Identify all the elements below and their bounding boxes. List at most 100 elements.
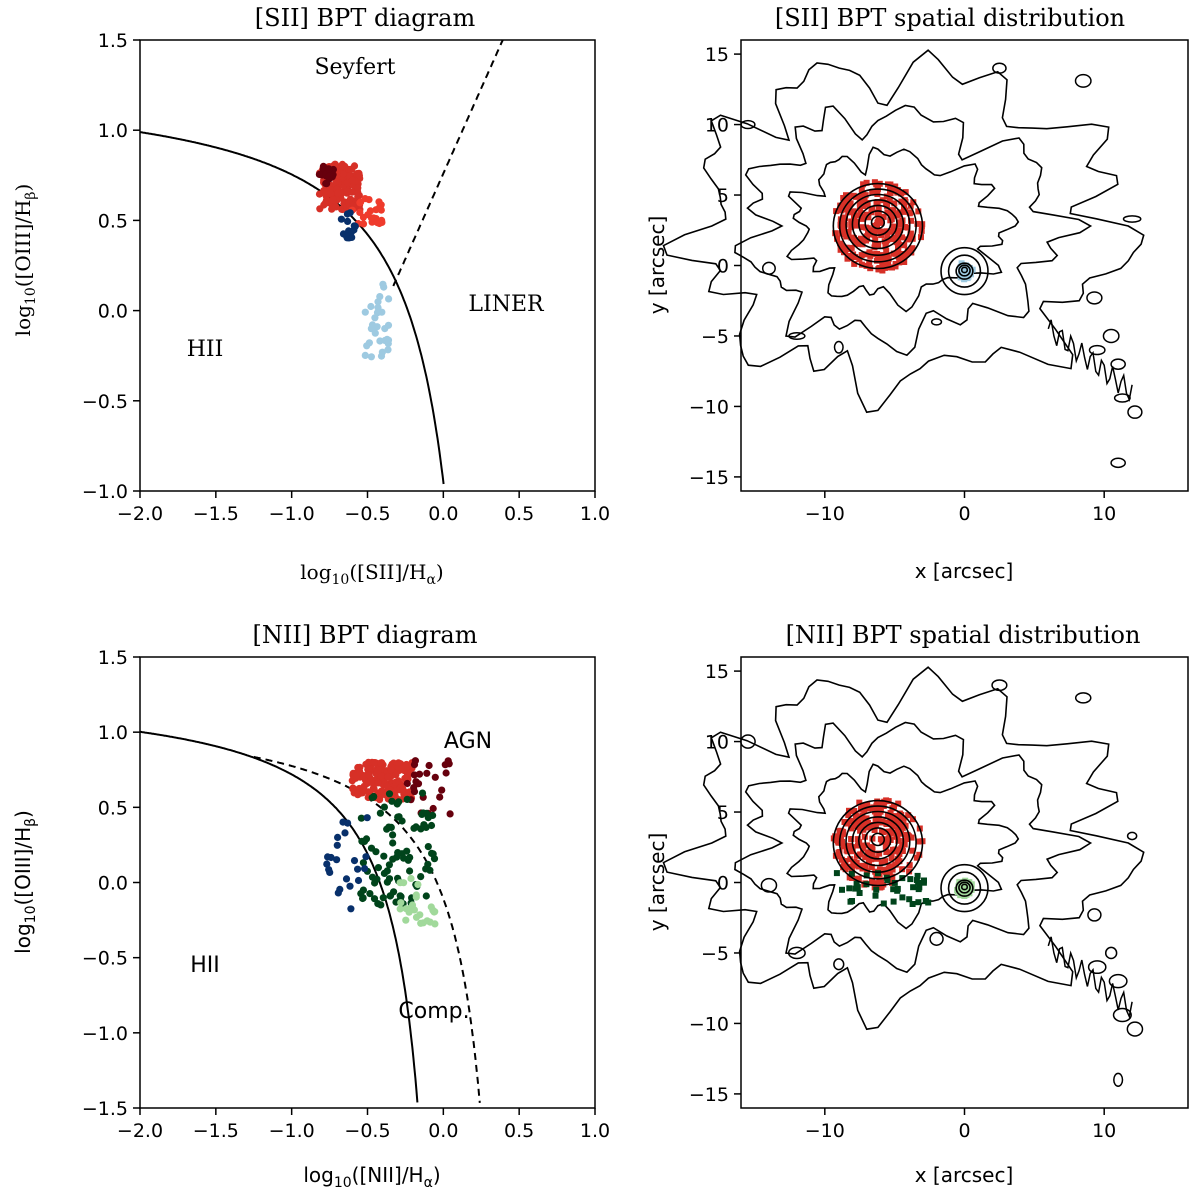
bpt-pixel — [875, 255, 881, 262]
bpt-pixel — [910, 199, 917, 206]
data-point — [392, 771, 400, 779]
bpt-pixel — [883, 238, 890, 245]
panel-nii-spatial: [NII] BPT spatial distribution −10 0 10 −15… — [645, 621, 1189, 1187]
bpt-pixel — [863, 211, 870, 218]
data-point — [402, 916, 410, 924]
bpt-pixel — [901, 838, 908, 845]
bpt-pixel — [869, 205, 876, 212]
data-point — [372, 848, 380, 856]
bpt-pixel — [876, 850, 883, 857]
data-point — [385, 790, 394, 798]
data-point — [376, 759, 384, 767]
data-point — [423, 769, 431, 777]
bpt-pixel — [920, 879, 927, 886]
data-point — [384, 321, 393, 329]
data-point — [412, 891, 420, 899]
bpt-pixel — [891, 200, 898, 207]
bpt-pixel — [875, 206, 882, 213]
bpt-pixel — [846, 885, 853, 892]
data-point — [342, 231, 350, 239]
bpt-pixel — [901, 224, 908, 230]
contour-island — [760, 877, 778, 893]
y-tick-label: −1.0 — [82, 481, 128, 503]
bpt-pixel — [880, 254, 887, 261]
data-point — [361, 865, 369, 873]
data-point — [379, 280, 387, 288]
data-point — [412, 778, 420, 786]
data-point — [374, 766, 382, 775]
data-point — [327, 189, 335, 197]
data-point — [425, 761, 433, 770]
x-tick-label: 0 — [958, 503, 970, 525]
data-point — [424, 843, 432, 851]
bpt-pixel — [915, 838, 922, 845]
bpt-pixel — [904, 831, 911, 838]
bpt-pixel — [853, 218, 860, 225]
bpt-pixel — [839, 830, 846, 837]
contour-island — [1113, 1072, 1124, 1088]
kewley-curve — [253, 755, 481, 1103]
data-point — [339, 170, 347, 178]
region-label-hii: HII — [190, 953, 220, 978]
data-point — [323, 860, 331, 868]
contour-ring — [870, 215, 886, 230]
bpt-pixel — [884, 209, 891, 216]
bpt-pixel — [875, 217, 882, 224]
data-point — [375, 198, 383, 206]
bpt-pixel — [879, 828, 885, 835]
bpt-pixel — [881, 229, 888, 235]
bpt-pixel — [851, 235, 857, 242]
data-point — [386, 892, 395, 900]
x-tick-label: −1.5 — [193, 1120, 239, 1142]
data-point — [336, 885, 344, 894]
data-point — [363, 814, 371, 822]
region-label-liner: LINER — [468, 292, 545, 317]
contour-island — [1122, 215, 1142, 223]
bpt-pixel — [896, 813, 903, 820]
data-point — [344, 217, 352, 225]
x-tick-label: −1.5 — [193, 503, 239, 525]
contour-ring — [857, 821, 898, 860]
y-tick-label: 0.0 — [98, 873, 128, 895]
y-tick-label: 1.5 — [98, 30, 128, 52]
bpt-pixel — [845, 229, 852, 236]
contour-ring — [838, 188, 917, 263]
data-point — [343, 210, 351, 218]
contour-envelope — [734, 104, 1093, 357]
data-point — [359, 220, 368, 228]
data-point — [400, 879, 408, 887]
bpt-pixel — [895, 837, 902, 844]
x-tick-label: −1.0 — [269, 1120, 315, 1142]
y-tick-label: −0.5 — [82, 391, 128, 413]
y-tick-label: 0 — [717, 256, 729, 278]
bpt-pixel — [895, 817, 902, 824]
bpt-pixel — [840, 843, 847, 850]
panel-nii-bpt: [NII] BPT diagram −2.0 −1.5 −1.0 −0.5 0.0 0.5… — [11, 621, 610, 1191]
bpt-pixel — [901, 242, 908, 249]
bpt-pixel — [842, 249, 849, 256]
bpt-pixel — [868, 851, 874, 858]
bpt-pixel — [877, 836, 884, 843]
x-tick-label: −1.0 — [269, 503, 315, 525]
kauffmann-curve — [139, 730, 419, 1103]
bpt-pixel — [849, 898, 855, 904]
bpt-pixel — [858, 252, 865, 259]
y-tick-label: 0.0 — [98, 301, 128, 323]
data-point — [402, 760, 410, 769]
data-point — [429, 804, 437, 813]
bpt-pixel — [895, 241, 902, 248]
bpt-pixel — [856, 200, 863, 206]
data-point — [446, 810, 454, 818]
data-point — [407, 874, 415, 883]
bpt-pixel — [888, 216, 895, 223]
bpt-pixel — [900, 815, 907, 822]
contour-ring — [851, 199, 905, 250]
bpt-pixel — [839, 223, 846, 230]
bpt-pixel — [846, 246, 853, 252]
bpt-pixel — [877, 228, 884, 235]
x-tick-label: 10 — [1092, 503, 1116, 525]
y-tick-label: 1.0 — [98, 722, 128, 744]
contour-ring — [832, 182, 924, 270]
data-point — [422, 892, 430, 900]
bpt-pixel — [848, 818, 855, 825]
